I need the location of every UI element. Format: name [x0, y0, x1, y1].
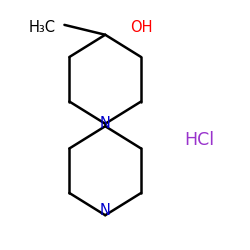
Text: HCl: HCl: [184, 131, 214, 149]
Text: OH: OH: [130, 20, 152, 35]
Text: N: N: [100, 116, 111, 131]
Text: H₃C: H₃C: [29, 20, 56, 35]
Text: N: N: [100, 203, 111, 218]
